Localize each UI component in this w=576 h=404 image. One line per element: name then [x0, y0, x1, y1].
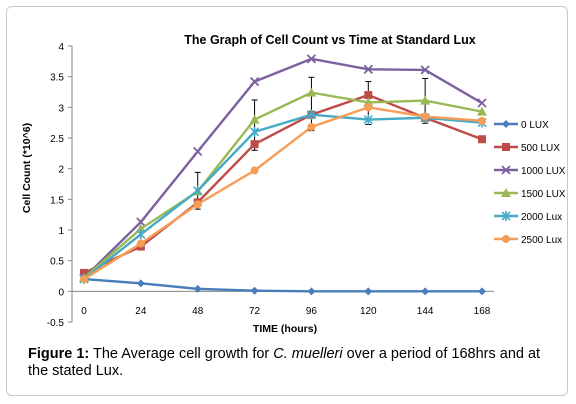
series-line — [83, 277, 482, 293]
figure-frame — [6, 6, 568, 396]
legend-label: 1000 LUX — [521, 166, 566, 177]
data-point — [250, 126, 260, 137]
series-line — [83, 113, 483, 281]
y-tick-label: 0.5 — [50, 257, 64, 268]
legend-swatch-marker — [501, 188, 511, 197]
x-tick-label: 120 — [360, 306, 377, 317]
series-4 — [79, 87, 487, 282]
chart-title: The Graph of Cell Count vs Time at Stand… — [184, 33, 476, 47]
caption-label: Figure 1: — [28, 346, 90, 362]
data-point — [193, 200, 202, 209]
x-tick-label: 144 — [417, 306, 434, 317]
legend-label: 500 LUX — [521, 143, 560, 154]
x-tick-label: 0 — [81, 306, 87, 317]
legend-label: 2000 Lux — [521, 212, 562, 223]
x-tick-label: 48 — [192, 306, 204, 317]
data-point — [363, 64, 373, 74]
legend-item: 2000 Lux — [494, 211, 562, 223]
series-line — [83, 91, 483, 279]
legend-swatch-marker — [501, 165, 511, 175]
legend-swatch-marker — [502, 143, 510, 151]
legend-label: 2500 Lux — [521, 235, 562, 246]
x-axis-label: TIME (hours) — [253, 323, 317, 335]
data-point — [136, 229, 146, 240]
x-tick-label: 96 — [306, 306, 318, 317]
y-tick-label: 3.5 — [50, 73, 64, 84]
y-tick-label: 1 — [58, 226, 64, 237]
data-point — [249, 114, 260, 124]
data-point — [306, 109, 316, 120]
data-point — [364, 91, 373, 100]
data-point — [193, 146, 203, 157]
data-point — [420, 95, 431, 105]
legend-swatch-marker — [502, 235, 510, 243]
data-point — [306, 54, 317, 64]
data-point — [420, 65, 430, 75]
figure-caption: Figure 1: The Average cell growth for C.… — [28, 346, 558, 380]
series-group — [79, 54, 487, 296]
series-5 — [79, 109, 487, 285]
legend-swatch-marker — [501, 211, 511, 221]
y-tick-label: 4 — [58, 42, 64, 53]
data-point — [136, 217, 146, 227]
data-point — [478, 116, 486, 125]
data-point — [306, 87, 317, 97]
data-point — [421, 112, 430, 121]
series-6 — [80, 103, 486, 284]
legend-label: 0 LUX — [521, 120, 549, 131]
y-tick-label: -0.5 — [47, 318, 65, 329]
legend-item: 0 LUX — [494, 120, 549, 131]
x-tick-label: 72 — [249, 306, 261, 317]
y-tick-label: 1.5 — [50, 195, 64, 206]
data-point — [421, 287, 430, 296]
x-tick-label: 168 — [474, 306, 491, 317]
axes: -0.5 0 0.5 1 1.5 2 2.5 3 3.5 4 0 24 48 72 96 120 144 168 — [47, 42, 494, 329]
data-point — [250, 140, 259, 149]
data-point — [136, 239, 145, 248]
y-tick-label: 3 — [58, 103, 64, 114]
data-point — [477, 106, 487, 116]
legend-swatch-marker — [502, 120, 510, 128]
y-tick-label: 0 — [58, 287, 64, 298]
series-line — [83, 57, 483, 279]
legend-item: 500 LUX — [494, 143, 560, 154]
legend-item: 2500 Lux — [494, 235, 562, 246]
data-point — [193, 284, 202, 293]
data-point — [80, 275, 88, 284]
x-tick-label: 24 — [135, 306, 147, 317]
data-point — [363, 97, 374, 107]
caption-species: C. muelleri — [273, 346, 343, 362]
data-point — [363, 114, 373, 125]
data-point — [193, 185, 203, 196]
data-point — [477, 98, 487, 108]
y-tick-label: 2 — [58, 165, 64, 176]
legend-item: 1500 LUX — [494, 188, 566, 200]
data-point — [478, 135, 486, 144]
data-point — [307, 287, 316, 296]
data-point — [135, 223, 146, 233]
legend-item: 1000 LUX — [494, 165, 566, 177]
data-point — [136, 279, 145, 288]
data-point — [364, 287, 373, 296]
data-point — [478, 287, 486, 296]
data-point — [307, 122, 316, 131]
y-axis-label: Cell Count (*10^6) — [21, 123, 33, 213]
data-point — [364, 103, 373, 112]
legend-label: 1500 LUX — [521, 189, 566, 200]
data-point — [250, 166, 259, 175]
caption-text-after: over a period of 168hrs and at the state… — [28, 346, 541, 379]
y-tick-label: 2.5 — [50, 134, 64, 145]
data-point — [250, 286, 259, 295]
caption-text-before: The Average cell growth for — [89, 346, 274, 362]
error-bars — [194, 76, 429, 210]
series-1 — [80, 275, 486, 296]
legend: 0 LUX 500 LUX 1000 LUX 1500 LUX 2000 Lux 2500… — [494, 120, 566, 246]
data-point — [249, 76, 260, 87]
series-line — [83, 106, 483, 281]
